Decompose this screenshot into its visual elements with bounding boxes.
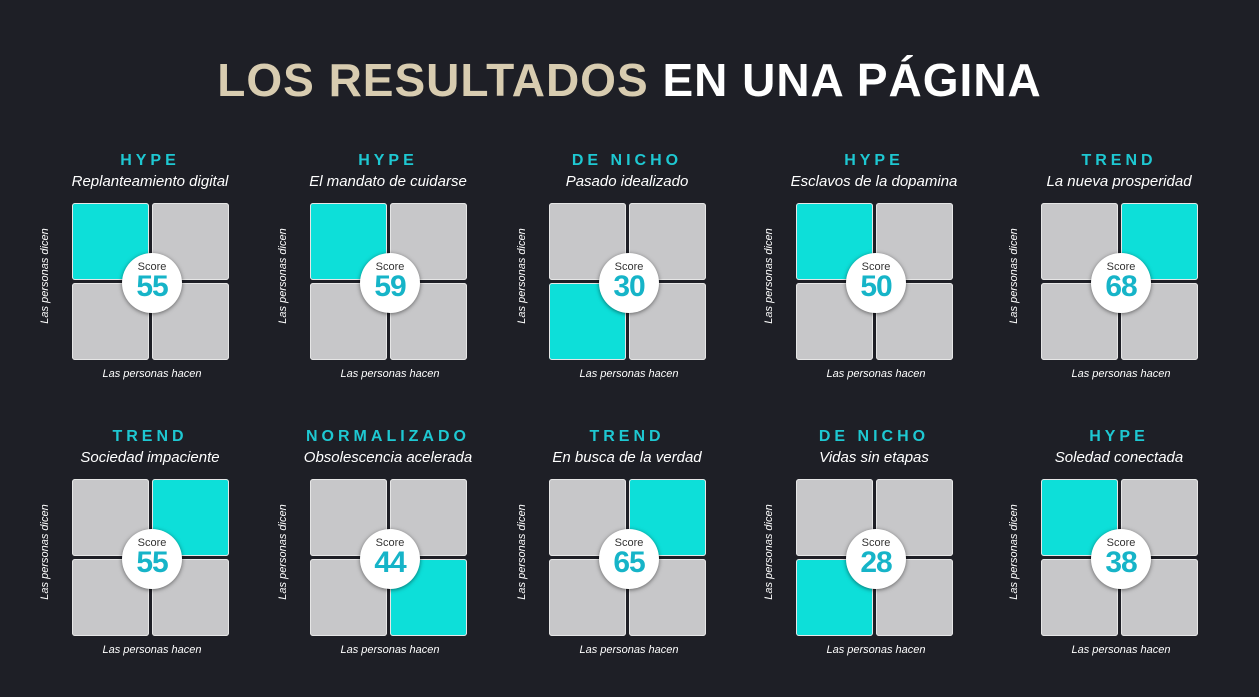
score-value: 55 — [136, 546, 168, 579]
quadrant-grid: Score 38 — [1041, 479, 1201, 639]
score-label: Score — [137, 261, 167, 273]
trend-card: HYPE El mandato de cuidarse Score 59 Las… — [273, 151, 503, 391]
card-title: Esclavos de la dopamina — [790, 173, 958, 190]
card-category: HYPE — [358, 152, 418, 169]
quadrant-grid: Score 59 — [310, 203, 470, 363]
score-badge: Score 68 — [1091, 253, 1151, 313]
score-label: Score — [375, 261, 405, 273]
y-axis-label: Las personas dicen — [516, 228, 528, 324]
x-axis-label: Las personas hacen — [1071, 368, 1171, 380]
y-axis-label: Las personas dicen — [39, 228, 51, 324]
score-value: 65 — [613, 546, 645, 579]
card-category: DE NICHO — [818, 428, 930, 445]
x-axis-label: Las personas hacen — [102, 644, 202, 656]
score-badge: Score 30 — [599, 253, 659, 313]
score-label: Score — [1106, 537, 1136, 549]
y-axis-label: Las personas dicen — [763, 228, 775, 324]
card-category: HYPE — [844, 152, 904, 169]
quadrant-grid: Score 30 — [549, 203, 709, 363]
score-label: Score — [861, 537, 891, 549]
x-axis-label: Las personas hacen — [579, 368, 679, 380]
score-label: Score — [614, 537, 644, 549]
page-title: LOS RESULTADOS EN UNA PÁGINA — [0, 52, 1259, 108]
y-axis-label: Las personas dicen — [763, 504, 775, 600]
y-axis-label: Las personas dicen — [39, 504, 51, 600]
quadrant-grid: Score 68 — [1041, 203, 1201, 363]
trend-card: DE NICHO Vidas sin etapas Score 28 Las p… — [759, 427, 989, 667]
x-axis-label: Las personas hacen — [102, 368, 202, 380]
score-badge: Score 65 — [599, 529, 659, 589]
score-badge: Score 59 — [360, 253, 420, 313]
score-value: 30 — [613, 270, 645, 303]
y-axis-label: Las personas dicen — [277, 504, 289, 600]
title-part-2: EN UNA PÁGINA — [662, 54, 1042, 106]
score-value: 68 — [1105, 270, 1137, 303]
card-title: Sociedad impaciente — [80, 449, 220, 466]
score-label: Score — [614, 261, 644, 273]
card-category: TREND — [589, 428, 665, 445]
trend-card: NORMALIZADO Obsolescencia acelerada Scor… — [273, 427, 503, 667]
card-category: NORMALIZADO — [306, 428, 470, 445]
quadrant-grid: Score 28 — [796, 479, 956, 639]
trend-card: HYPE Soledad conectada Score 38 Las pers… — [1004, 427, 1234, 667]
quadrant-grid: Score 65 — [549, 479, 709, 639]
card-title: Pasado idealizado — [565, 173, 689, 190]
x-axis-label: Las personas hacen — [826, 644, 926, 656]
y-axis-label: Las personas dicen — [516, 504, 528, 600]
score-value: 59 — [374, 270, 406, 303]
card-category: TREND — [112, 428, 188, 445]
score-value: 55 — [136, 270, 168, 303]
card-title: Obsolescencia acelerada — [303, 449, 473, 466]
card-title: Soledad conectada — [1054, 449, 1184, 466]
score-value: 44 — [374, 546, 406, 579]
y-axis-label: Las personas dicen — [1008, 504, 1020, 600]
y-axis-label: Las personas dicen — [277, 228, 289, 324]
card-category: DE NICHO — [571, 152, 683, 169]
card-title: La nueva prosperidad — [1046, 173, 1192, 190]
card-title: El mandato de cuidarse — [309, 173, 467, 190]
title-part-1: LOS RESULTADOS — [217, 54, 649, 106]
x-axis-label: Las personas hacen — [826, 368, 926, 380]
quadrant-grid: Score 55 — [72, 203, 232, 363]
card-category: HYPE — [1089, 428, 1149, 445]
card-title: Vidas sin etapas — [819, 449, 929, 466]
trend-card: HYPE Replanteamiento digital Score 55 La… — [35, 151, 265, 391]
x-axis-label: Las personas hacen — [1071, 644, 1171, 656]
score-badge: Score 38 — [1091, 529, 1151, 589]
score-value: 50 — [860, 270, 892, 303]
score-badge: Score 50 — [846, 253, 906, 313]
x-axis-label: Las personas hacen — [340, 644, 440, 656]
card-category: HYPE — [120, 152, 180, 169]
y-axis-label: Las personas dicen — [1008, 228, 1020, 324]
quadrant-grid: Score 55 — [72, 479, 232, 639]
score-label: Score — [375, 537, 405, 549]
trend-card: TREND En busca de la verdad Score 65 Las… — [512, 427, 742, 667]
score-value: 38 — [1105, 546, 1137, 579]
score-badge: Score 55 — [122, 529, 182, 589]
card-title: En busca de la verdad — [552, 449, 702, 466]
score-value: 28 — [860, 546, 892, 579]
score-label: Score — [1106, 261, 1136, 273]
x-axis-label: Las personas hacen — [340, 368, 440, 380]
score-badge: Score 44 — [360, 529, 420, 589]
quadrant-grid: Score 44 — [310, 479, 470, 639]
score-badge: Score 28 — [846, 529, 906, 589]
quadrant-grid: Score 50 — [796, 203, 956, 363]
trend-card: TREND Sociedad impaciente Score 55 Las p… — [35, 427, 265, 667]
score-label: Score — [861, 261, 891, 273]
trend-card: HYPE Esclavos de la dopamina Score 50 La… — [759, 151, 989, 391]
x-axis-label: Las personas hacen — [579, 644, 679, 656]
score-label: Score — [137, 537, 167, 549]
card-category: TREND — [1081, 152, 1157, 169]
trend-card: DE NICHO Pasado idealizado Score 30 Las … — [512, 151, 742, 391]
card-title: Replanteamiento digital — [71, 173, 229, 190]
trend-card: TREND La nueva prosperidad Score 68 Las … — [1004, 151, 1234, 391]
score-badge: Score 55 — [122, 253, 182, 313]
